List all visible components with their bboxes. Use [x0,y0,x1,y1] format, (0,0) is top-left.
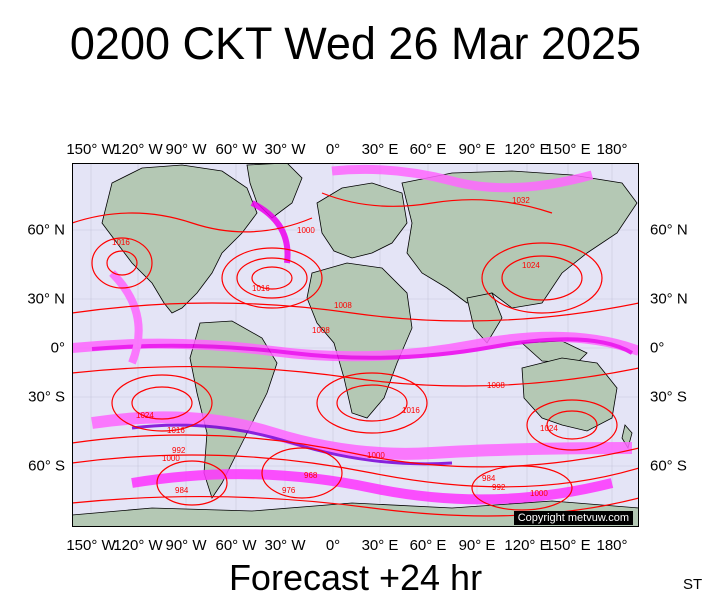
isobar [501,255,583,301]
map-canvas: 1000 1008 1016 1024 1032 1016 1008 1000 … [72,163,639,527]
precip-south-ocean [131,469,614,505]
lon-label-top: 120° W [113,141,163,158]
isobar [481,242,603,314]
map-frame [72,163,639,527]
lon-label-bottom: 120° W [113,537,163,554]
isobar-label: 984 [482,474,496,483]
isobar-label: 1024 [540,424,558,433]
lon-label-top: 180° [596,141,628,158]
lon-label-top: 90° W [165,141,207,158]
lon-label-top: 150° E [545,141,591,158]
isobar-label: 1016 [167,426,185,435]
lon-label-bottom: 90° E [458,537,496,554]
isobar-label: 1032 [512,196,530,205]
isobar-label: 1000 [367,451,385,460]
lon-label-bottom: 150° E [545,537,591,554]
lon-label-bottom: 60° E [409,537,447,554]
isobar-label: 1008 [312,326,330,335]
south-america [189,320,278,499]
isobar [221,247,323,309]
lat-label-left: 60° N [27,221,65,239]
asia [401,170,638,309]
lat-label-right: 30° S [650,388,687,406]
isobar [156,460,228,506]
isobar [72,302,639,322]
lat-label-left: 30° N [27,290,65,308]
isobar-label: 1016 [402,406,420,415]
precip-itcz-core [91,337,634,360]
isobar-label: 1016 [252,284,270,293]
africa [306,262,413,419]
lat-label-right: 0° [650,339,665,357]
isobar [336,384,408,422]
chart-title: 0200 CKT Wed 26 Mar 2025 [69,18,642,69]
north-america [101,164,258,314]
lon-label-bottom: 30° W [264,537,306,554]
isobar-label: 1016 [112,238,130,247]
isobar [321,192,553,214]
lon-label-top: 150° W [66,141,116,158]
lat-label-left: 30° S [28,388,65,406]
lon-label-top: 60° W [215,141,257,158]
isobar-label: 1008 [334,301,352,310]
lon-label-top: 60° E [409,141,447,158]
isobar-label: 992 [492,483,506,492]
precip-south-band [91,411,633,460]
lon-label-top: 30° E [361,141,399,158]
isobar-label: 1000 [162,454,180,463]
isobars [72,192,639,517]
isobar-label: 1024 [522,261,540,270]
isobar [131,386,193,420]
isobar-label: 976 [282,486,296,495]
lon-label-bottom: 180° [596,537,628,554]
corner-label: ST [683,576,703,593]
lon-label-bottom: 30° E [361,537,399,554]
isobar [316,372,428,434]
isobar-label: 1000 [297,226,315,235]
lon-label-bottom: 120° E [504,537,550,554]
precip-pacific [109,270,143,365]
isobar [72,212,313,233]
lat-label-left: 60° S [28,457,65,475]
lat-label-right: 60° S [650,457,687,475]
lat-label-right: 30° N [650,290,688,308]
isobar-label: 1008 [487,381,505,390]
isobar [251,266,293,290]
isobar-label: 1000 [530,489,548,498]
lon-label-bottom: 60° W [215,537,257,554]
isobar [111,374,213,432]
precipitation [72,164,639,505]
lon-label-top: 90° E [458,141,496,158]
europe [316,182,408,259]
lat-label-right: 60° N [650,221,688,239]
greenland [246,163,303,219]
isobar-label: 984 [175,486,189,495]
precip-north [331,164,594,193]
lat-label-left: 0° [50,339,65,357]
isobar [91,237,153,289]
isobar-label: 992 [172,446,186,455]
lon-label-bottom: 150° W [66,537,116,554]
isobar [72,434,639,468]
lon-label-bottom: 90° W [165,537,207,554]
lon-label-top: 0° [325,141,341,158]
isobar [72,365,639,387]
isobar-label: 1024 [136,411,154,420]
isobar-labels: 1000 1008 1016 1024 1032 1016 1008 1000 … [112,196,558,498]
lon-label-top: 30° W [264,141,306,158]
isobar [106,250,138,276]
lon-label-top: 120° E [504,141,550,158]
isobar [546,410,598,440]
lon-label-bottom: 0° [325,537,341,554]
weather-map: 1000 1008 1016 1024 1032 1016 1008 1000 … [72,163,639,527]
forecast-label: Forecast +24 hr [228,557,483,598]
isobar [261,447,343,499]
copyright-badge: Copyright metvuw.com [513,511,633,525]
isobar [72,454,639,488]
isobar [526,399,618,451]
isobar [236,257,308,299]
isobar-label: 968 [304,471,318,480]
